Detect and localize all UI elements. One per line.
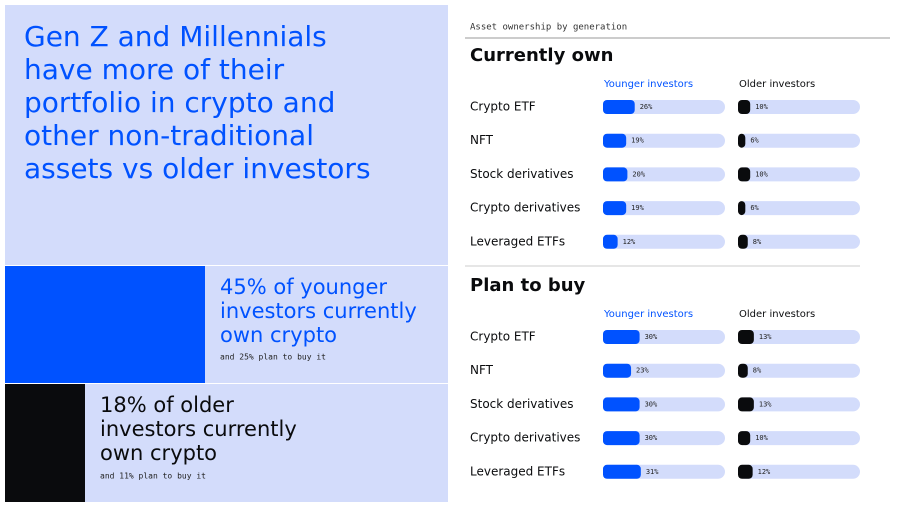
value-label: 6% bbox=[750, 137, 759, 145]
bar bbox=[603, 100, 635, 114]
value-label: 13% bbox=[759, 400, 772, 408]
bar bbox=[603, 431, 640, 446]
younger-note: and 25% plan to buy it bbox=[220, 353, 326, 362]
bar bbox=[738, 133, 746, 148]
bar bbox=[738, 201, 746, 216]
legend-entry: Younger investors bbox=[603, 309, 693, 320]
value-label: 8% bbox=[753, 238, 762, 246]
bar bbox=[603, 234, 618, 249]
younger-panel bbox=[205, 266, 448, 383]
value-label: 20% bbox=[632, 170, 645, 178]
older-note: and 11% plan to buy it bbox=[100, 472, 206, 481]
category-label: Crypto ETF bbox=[470, 330, 536, 344]
value-label: 6% bbox=[750, 204, 759, 212]
value-label: 19% bbox=[631, 137, 644, 145]
value-label: 12% bbox=[758, 468, 771, 476]
bar bbox=[738, 363, 748, 378]
younger-stat: 45% of younger bbox=[220, 275, 387, 299]
bar-track bbox=[738, 201, 860, 216]
bar bbox=[603, 330, 640, 344]
younger-stat: investors currently bbox=[220, 299, 417, 323]
bar bbox=[738, 234, 748, 249]
bar bbox=[738, 167, 751, 182]
bar-track bbox=[738, 234, 860, 249]
bar-track bbox=[738, 167, 860, 182]
bar-track bbox=[738, 464, 860, 479]
value-label: 12% bbox=[623, 238, 636, 246]
bar-track bbox=[738, 133, 860, 148]
value-label: 10% bbox=[755, 170, 768, 178]
bar-track bbox=[603, 363, 725, 378]
section-title: Currently own bbox=[470, 45, 613, 66]
older-stat: own crypto bbox=[100, 441, 217, 465]
older-stat: investors currently bbox=[100, 417, 297, 441]
bar bbox=[738, 431, 751, 446]
value-label: 13% bbox=[759, 333, 772, 341]
bar-track bbox=[603, 201, 725, 216]
bar bbox=[603, 464, 641, 479]
bar bbox=[603, 133, 627, 148]
bar-track bbox=[603, 234, 725, 249]
category-label: Crypto derivatives bbox=[470, 431, 580, 445]
headline: other non-traditional bbox=[24, 119, 314, 152]
bar bbox=[603, 167, 628, 182]
value-label: 30% bbox=[645, 434, 658, 442]
bar bbox=[603, 397, 640, 412]
headline: have more of their bbox=[24, 53, 285, 86]
younger-stat: own crypto bbox=[220, 323, 337, 347]
value-label: 26% bbox=[640, 103, 653, 111]
value-label: 8% bbox=[753, 367, 762, 375]
value-label: 31% bbox=[646, 468, 659, 476]
bar bbox=[738, 464, 753, 479]
bar-track bbox=[603, 133, 725, 148]
legend-entry: Older investors bbox=[739, 79, 815, 90]
legend-entry: Older investors bbox=[739, 309, 815, 320]
category-label: Leveraged ETFs bbox=[470, 234, 565, 248]
headline-panel bbox=[5, 5, 448, 265]
bar bbox=[738, 100, 751, 114]
older-panel bbox=[85, 384, 448, 502]
bar bbox=[738, 330, 754, 344]
value-label: 30% bbox=[645, 333, 658, 341]
bar-track bbox=[738, 330, 860, 344]
bar-track bbox=[738, 431, 860, 446]
bar-track bbox=[603, 167, 725, 182]
headline: Gen Z and Millennials bbox=[24, 20, 327, 53]
category-label: Leveraged ETFs bbox=[470, 464, 565, 478]
category-label: Stock derivatives bbox=[470, 167, 574, 181]
section-title: Plan to buy bbox=[470, 275, 586, 296]
bar-track bbox=[738, 397, 860, 412]
value-label: 30% bbox=[645, 400, 658, 408]
category-label: Crypto ETF bbox=[470, 100, 536, 114]
black-block bbox=[5, 384, 85, 502]
bar-track bbox=[738, 363, 860, 378]
panel-label: Asset ownership by generation bbox=[470, 23, 627, 33]
value-label: 23% bbox=[636, 367, 649, 375]
category-label: NFT bbox=[470, 133, 494, 147]
bar bbox=[603, 363, 632, 378]
category-label: NFT bbox=[470, 363, 494, 377]
headline: assets vs older investors bbox=[24, 152, 371, 185]
legend-entry: Younger investors bbox=[603, 79, 693, 90]
value-label: 19% bbox=[631, 204, 644, 212]
category-label: Stock derivatives bbox=[470, 397, 574, 411]
bar-track bbox=[738, 100, 860, 114]
value-label: 10% bbox=[755, 434, 768, 442]
bar bbox=[738, 397, 754, 412]
category-label: Crypto derivatives bbox=[470, 201, 580, 215]
value-label: 10% bbox=[755, 103, 768, 111]
older-stat: 18% of older bbox=[100, 393, 234, 417]
headline: portfolio in crypto and bbox=[24, 86, 335, 119]
blue-block bbox=[5, 266, 205, 383]
bar bbox=[603, 201, 627, 216]
